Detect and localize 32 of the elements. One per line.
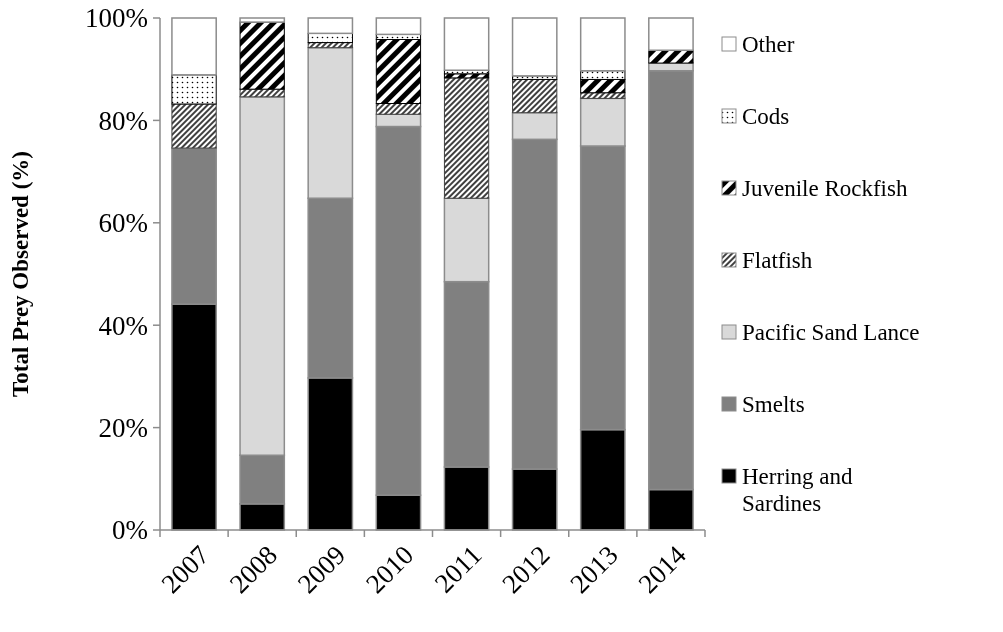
y-tick-label: 40% xyxy=(98,310,148,341)
bar xyxy=(171,103,217,149)
legend-label: Flatfish xyxy=(742,248,813,274)
bar xyxy=(580,92,626,99)
bar xyxy=(239,21,285,90)
bar xyxy=(648,49,694,64)
bar xyxy=(443,77,490,199)
bar xyxy=(171,17,217,76)
legend-label: Other xyxy=(742,32,795,58)
y-tick-label: 20% xyxy=(98,413,148,444)
y-tick-label: 100% xyxy=(85,3,148,34)
bar xyxy=(443,73,490,79)
bar xyxy=(239,17,286,23)
legend-label: Pacific Sand Lance xyxy=(742,320,920,346)
bar xyxy=(579,17,626,72)
bar xyxy=(512,78,558,114)
bar xyxy=(375,103,422,115)
bar xyxy=(375,39,422,104)
y-tick-label: 0% xyxy=(112,515,148,546)
bar xyxy=(307,17,354,35)
legend-label: Cods xyxy=(742,104,790,130)
bar xyxy=(375,17,422,36)
y-tick-label: 60% xyxy=(98,208,148,239)
y-axis-title: Total Prey Observed (%) xyxy=(8,151,33,397)
y-tick-label: 80% xyxy=(98,105,148,136)
legend-label: Juvenile Rockfish xyxy=(742,176,908,202)
bar xyxy=(443,17,490,71)
bar xyxy=(171,74,217,105)
legend-label: Smelts xyxy=(742,392,805,418)
legend-label: Herring and Sardines xyxy=(742,464,853,516)
bar xyxy=(648,17,694,52)
bar xyxy=(511,17,558,77)
